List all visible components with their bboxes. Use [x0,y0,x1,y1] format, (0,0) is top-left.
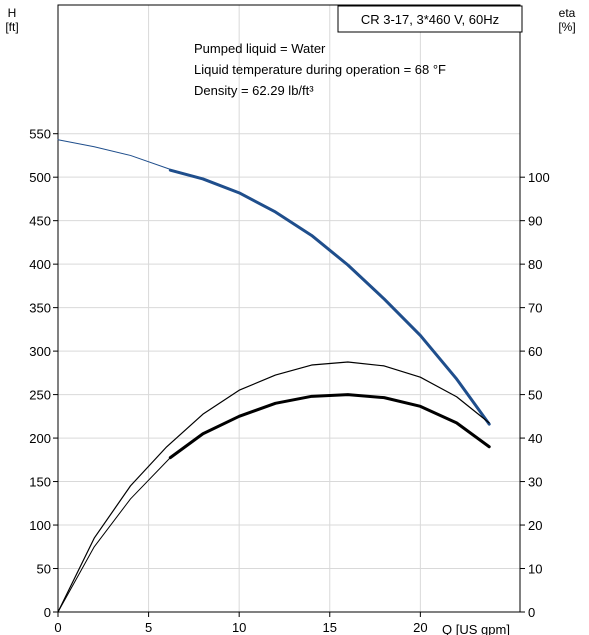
x-tick-label: 0 [54,620,61,635]
y-left-tick-label: 350 [29,301,51,316]
y-left-tick-label: 100 [29,518,51,533]
y-left-tick-label: 250 [29,388,51,403]
x-tick-label: 20 [413,620,427,635]
annotation-liquid-temperature: Liquid temperature during operation = 68… [194,62,446,77]
y-right-tick-label: 90 [528,214,542,229]
y-right-tick-label: 50 [528,388,542,403]
y-left-tick-label: 50 [37,562,51,577]
chart-title: CR 3-17, 3*460 V, 60Hz [361,12,499,27]
y-left-tick-label: 500 [29,170,51,185]
y-right-tick-label: 20 [528,518,542,533]
title-box [337,5,523,33]
y-right-tick-label: 40 [528,431,542,446]
plot-area-border [57,4,521,613]
left-axis-title-line2: [ft] [5,20,18,34]
x-tick-label: 10 [232,620,246,635]
right-axis-title-line2: [%] [558,20,575,34]
series-line-3 [57,361,490,613]
y-right-tick-label: 70 [528,301,542,316]
y-right-tick-label: 0 [528,605,535,620]
y-left-tick-label: 0 [44,605,51,620]
y-right-tick-label: 30 [528,475,542,490]
x-tick-label: 5 [145,620,152,635]
y-left-tick-label: 450 [29,214,51,229]
series-group [57,139,491,613]
y-left-tick-label: 550 [29,127,51,142]
series-line-1 [168,168,491,426]
y-right-tick-label: 10 [528,562,542,577]
series-line-5 [57,457,171,613]
y-left-tick-label: 200 [29,431,51,446]
y-left-tick-label: 400 [29,257,51,272]
series-line-4 [168,393,491,460]
x-axis-title: Q [US gpm] [442,622,510,635]
y-left-tick-label: 300 [29,344,51,359]
annotation-density: Density = 62.29 lb/ft³ [194,83,314,98]
y-right-tick-label: 80 [528,257,542,272]
y-right-tick-label: 60 [528,344,542,359]
annotation-pumped-liquid: Pumped liquid = Water [194,41,326,56]
left-axis-title-line1: H [8,6,17,20]
series-line-2 [57,139,171,170]
y-right-tick-label: 100 [528,170,550,185]
tick-group: 0 5 10 15 2005010015020025030035040045050055… [29,127,549,635]
right-axis-title-line1: eta [559,6,576,20]
x-tick-label: 15 [323,620,337,635]
y-left-tick-label: 150 [29,475,51,490]
plot-frame [57,4,521,613]
